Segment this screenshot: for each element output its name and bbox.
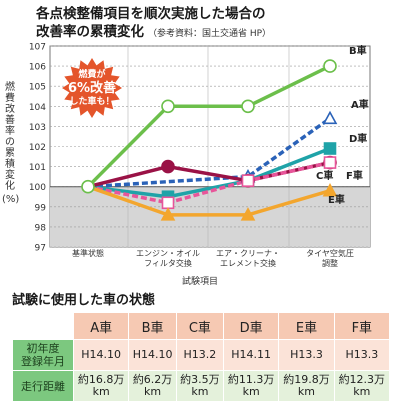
y-tick-label: 100	[29, 183, 46, 193]
vehicle-table: A車 B車 C車 D車 E車 F車 初年度 登録年月 H14.10 H14.10 …	[12, 312, 391, 402]
data-point	[161, 196, 175, 210]
series-label: C車	[316, 169, 333, 182]
table-cell: H13.3	[333, 339, 391, 371]
y-tick-label: 99	[35, 203, 47, 213]
chart-title-line2: 改善率の累積変化 （参考資料：国土交通省 HP）	[36, 20, 271, 40]
col-header: B車	[128, 312, 177, 340]
row-header: 走行距離	[12, 370, 74, 402]
y-tick-label: 97	[35, 244, 46, 254]
y-axis-label: 燃費改善率の累積変化 (%)	[2, 82, 20, 205]
y-tick-label: 103	[29, 123, 46, 133]
x-tick-label: フィルタ交換	[144, 258, 192, 268]
line-chart: 97 98 99 100 101 102 103 104 105 106 107 基準状態 エンジン・オ…	[29, 43, 371, 268]
x-axis-label: 試験項目	[181, 277, 218, 287]
series-label: A車	[351, 98, 369, 111]
x-tick-label: エレメント交換	[220, 258, 276, 268]
callout-text: した車も！	[69, 95, 114, 107]
series-label: F車	[346, 169, 363, 182]
table-cell: H14.10	[128, 339, 177, 371]
table-cell: 約11.3万 km	[222, 370, 280, 402]
y-axis-label-text: 燃費改善率の累積変化	[5, 82, 15, 192]
y-tick-label: 98	[35, 223, 47, 233]
table-cell: H14.10	[72, 339, 130, 371]
y-tick-label: 107	[29, 43, 46, 53]
series-line	[87, 185, 331, 217]
col-header: E車	[278, 312, 335, 340]
table-row: 初年度 登録年月 H14.10 H14.10 H13.2 H14.11 H13.3…	[12, 339, 391, 371]
y-tick-label: 106	[29, 63, 46, 73]
chart-title: 改善率の累積変化	[36, 24, 144, 40]
table-row: 走行距離 約16.8万 km 約6.2万 km 約3.5万 km 約11.3万 km 約…	[12, 370, 391, 402]
y-tick-label: 101	[29, 163, 46, 173]
y-tick-label: 104	[29, 103, 46, 113]
series-line	[87, 160, 331, 189]
x-tick-label: タイヤ空気圧	[306, 248, 354, 258]
y-tick-label: 102	[29, 143, 46, 153]
col-header: D車	[222, 312, 280, 340]
table-corner	[12, 312, 74, 340]
data-point	[322, 183, 338, 197]
data-point	[161, 99, 175, 114]
data-point	[322, 110, 338, 125]
x-tick-label: エア・クリーナ・	[216, 249, 280, 258]
callout-burst	[62, 58, 122, 118]
col-header: C車	[175, 312, 224, 340]
table-cell: 約3.5万 km	[175, 370, 224, 402]
table-cell: 約19.8万 km	[278, 370, 335, 402]
data-point	[323, 59, 337, 73]
series-label: D車	[349, 132, 367, 145]
table-cell: H13.2	[175, 339, 224, 371]
data-point	[323, 142, 337, 155]
series-line	[87, 116, 332, 189]
data-point	[241, 174, 255, 187]
y-axis-unit: (%)	[2, 194, 20, 205]
table-cell: H13.3	[278, 339, 335, 371]
table-cell: 約16.8万 km	[72, 370, 130, 402]
x-tick-label: 調整	[322, 258, 338, 268]
x-tick-label: エンジン・オイル	[136, 249, 200, 258]
table-cell: 約12.3万 km	[333, 370, 391, 402]
col-header: F車	[333, 312, 391, 340]
col-header: A車	[72, 312, 130, 340]
callout-text: 燃費が	[78, 68, 106, 80]
table-cell: H14.11	[222, 339, 280, 371]
y-tick-label: 105	[29, 83, 46, 93]
data-point	[81, 179, 95, 194]
source-note: （参考資料：国土交通省 HP）	[148, 29, 272, 39]
chart-title-line1: 各点検整備項目を順次実施した場合の	[36, 6, 266, 22]
series-label: E車	[328, 193, 345, 206]
table-header-row: A車 B車 C車 D車 E車 F車	[12, 312, 391, 340]
data-point	[240, 207, 256, 221]
data-point	[161, 159, 175, 174]
data-point	[160, 207, 176, 221]
series-label: B車	[349, 44, 367, 57]
shaded-region	[50, 186, 370, 247]
data-point	[241, 99, 255, 114]
table-cell: 約6.2万 km	[128, 370, 177, 402]
series-line	[87, 160, 331, 205]
row-header: 初年度 登録年月	[12, 339, 74, 371]
series-line	[87, 146, 331, 199]
series-line	[86, 64, 331, 188]
table-title: 試験に使用した車の状態	[12, 293, 156, 308]
callout-text: 6%改善	[68, 80, 116, 96]
x-tick-label: 基準状態	[72, 248, 104, 258]
data-point	[323, 156, 337, 169]
